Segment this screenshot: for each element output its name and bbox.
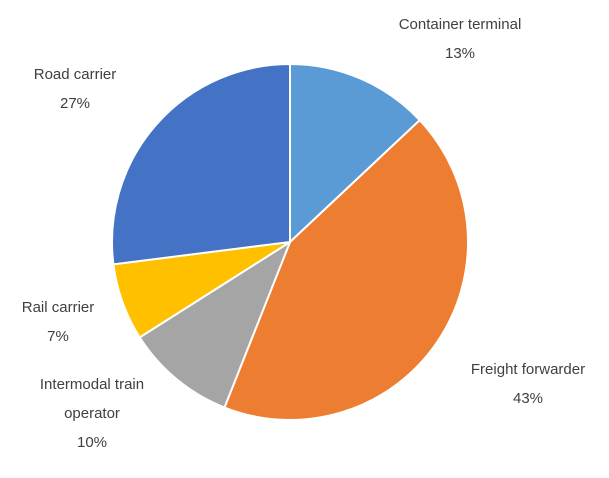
slice-label: Freight forwarder 43% [428, 355, 609, 413]
pie-slice [223, 118, 469, 421]
category-label: Intermodal train operator [39, 376, 145, 422]
value-label: 27% [59, 95, 91, 112]
value-label: 10% [76, 434, 108, 451]
slice-label: Rail carrier 7% [0, 293, 118, 351]
slice-label: Road carrier 27% [0, 60, 150, 118]
value-label: 13% [444, 45, 476, 62]
category-label: Road carrier [33, 66, 117, 83]
category-label: Rail carrier [21, 299, 95, 316]
category-label: Freight forwarder [470, 361, 586, 378]
slice-label: Intermodal train operator 10% [17, 370, 167, 457]
pie-slice [111, 62, 291, 266]
slice-label: Container terminal 13% [360, 10, 560, 68]
category-label: Container terminal [398, 16, 522, 33]
pie-slice [289, 62, 422, 245]
pie-slice [138, 239, 293, 409]
value-label: 43% [512, 390, 544, 407]
value-label: 7% [47, 328, 69, 345]
